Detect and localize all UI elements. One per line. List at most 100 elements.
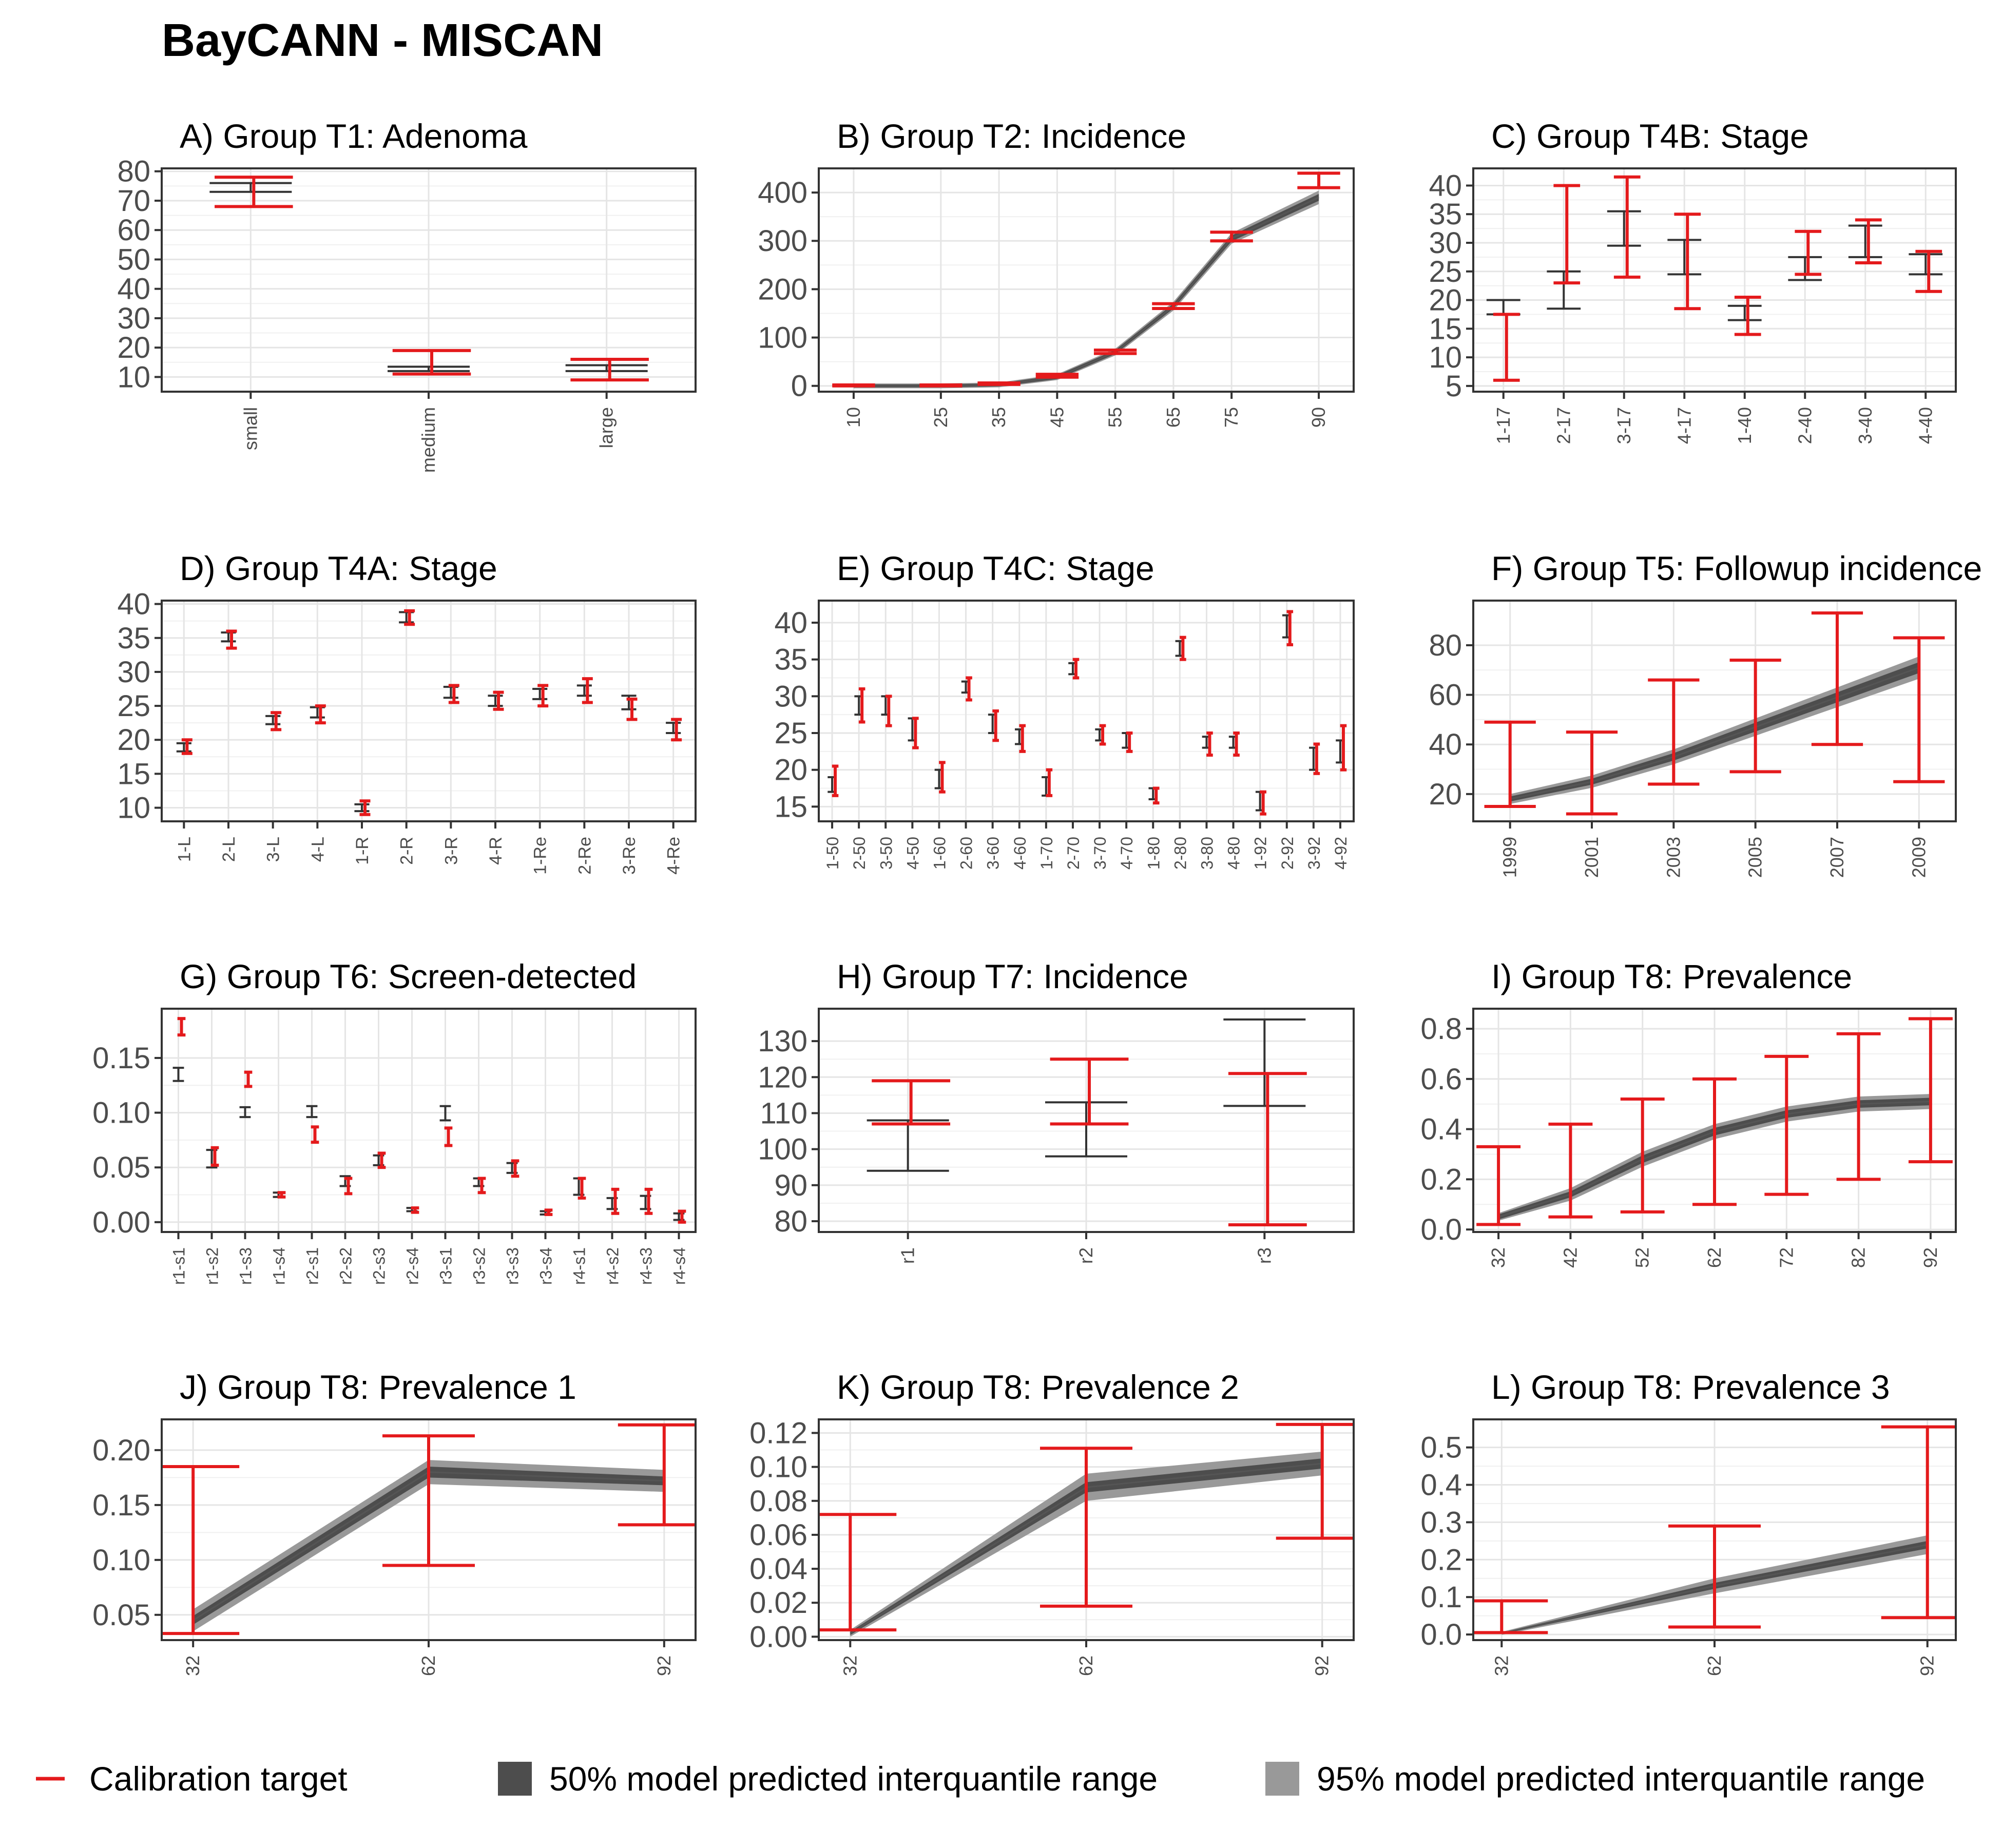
x-tick-label: 2-50 [850,837,869,870]
x-tick-label: 32 [182,1656,203,1676]
x-tick-label: 1-60 [930,837,949,870]
legend-item-calibration-target: Calibration target [31,1748,348,1810]
x-tick-label: small [240,407,261,450]
plot-area [819,1422,1354,1637]
x-tick-label: 90 [1308,407,1329,428]
x-tick-label: r4-s1 [570,1247,589,1285]
y-tick-label: 10 [117,360,150,394]
chart-title: I) Group T8: Prevalence [1491,957,1852,995]
x-tick-label: 2001 [1581,837,1602,878]
x-tick-label: r1-s3 [237,1247,255,1285]
x-tick-label: r1-s1 [170,1247,188,1285]
x-tick-label: 75 [1221,407,1242,428]
x-tick-label: 4-17 [1673,407,1695,444]
y-tick-label: 0.10 [749,1451,807,1484]
y-tick-label: 35 [117,622,150,655]
y-tick-label: 5 [1446,370,1462,403]
y-tick-label: 70 [117,184,150,218]
y-tick-label: 0.2 [1420,1543,1462,1576]
x-tick-label: 2-60 [957,837,976,870]
y-tick-label: 110 [760,1096,807,1130]
y-tick-label: 15 [1429,312,1462,345]
y-tick-label: 40 [1429,169,1462,202]
x-tick-label: r2-s1 [303,1247,322,1285]
light-grey-square-icon [1265,1762,1299,1796]
x-tick-label: r4-s4 [670,1247,689,1285]
x-tick-label: 2009 [1908,837,1929,878]
x-tick-label: 2-80 [1171,837,1189,870]
figure-title: BayCANN - MISCAN [162,15,604,66]
x-tick-label: 4-50 [903,837,922,870]
chart-panel: 0.05 0.10 0.15 0.20 32 62 92 J) Group T8: Preva… [92,1368,697,1676]
x-tick-label: 82 [1848,1247,1869,1268]
chart-title: D) Group T4A: Stage [180,549,497,587]
y-tick-label: 20 [117,723,150,757]
x-tick-label: 32 [839,1656,860,1676]
x-tick-label: 4-80 [1225,837,1243,870]
x-tick-label: 45 [1046,407,1067,428]
x-tick-label: 2-70 [1064,837,1083,870]
x-tick-label: 4-60 [1011,837,1029,870]
y-tick-label: 100 [758,1133,807,1166]
x-tick-label: 55 [1105,407,1126,428]
y-tick-label: 0.2 [1420,1163,1462,1196]
y-tick-label: 0.0 [1420,1618,1462,1651]
x-tick-label: 4-Re [664,837,684,875]
y-tick-label: 20 [117,331,150,364]
y-tick-label: 0.00 [92,1206,150,1239]
plot-area [1476,1017,1953,1226]
x-tick-label: 4-92 [1332,837,1350,870]
y-tick-label: 10 [1429,341,1462,374]
panel-background [162,601,696,821]
x-tick-label: 1-50 [823,837,842,870]
y-tick-label: 120 [758,1061,807,1094]
x-tick-label: 72 [1776,1247,1797,1268]
band-50 [193,1466,664,1625]
x-tick-label: 92 [653,1656,675,1676]
y-tick-label: 0 [791,370,807,403]
chart-panel: 0.00 0.05 0.10 0.15 r1-s1 r1-s2 r1-s3 r1-s4 r2-s… [92,957,697,1285]
y-tick-label: 0.05 [92,1599,150,1632]
x-tick-label: 3-Re [620,837,639,875]
y-tick-label: 35 [774,643,807,677]
x-tick-label: 32 [1491,1656,1512,1676]
chart-title: B) Group T2: Incidence [837,117,1186,155]
y-tick-label: 50 [117,243,150,276]
y-tick-label: 0.8 [1420,1012,1462,1046]
y-tick-label: 300 [758,224,807,258]
chart-panel: 0.0 0.2 0.4 0.6 0.8 32 42 52 62 72 82 92 I) Group T8… [1420,957,1957,1268]
x-tick-label: 4-R [486,837,506,865]
y-tick-label: 0.15 [92,1489,150,1522]
y-tick-label: 0.15 [92,1042,150,1075]
x-tick-label: 4-40 [1915,407,1936,444]
y-tick-label: 30 [1429,226,1462,260]
y-tick-label: 40 [117,273,150,306]
x-tick-label: 92 [1920,1247,1941,1268]
x-tick-label: 3-L [264,837,283,862]
x-tick-label: 2-92 [1278,837,1297,870]
y-tick-label: 25 [1429,255,1462,288]
x-tick-label: r2-s2 [337,1247,355,1285]
y-tick-label: 0.12 [749,1416,807,1450]
plot-area [172,1017,686,1224]
y-tick-label: 0.10 [92,1544,150,1577]
x-tick-label: r3-s2 [470,1247,489,1285]
plot-area [1484,611,1945,816]
y-tick-label: 15 [117,757,150,791]
panel-background [819,601,1354,821]
x-tick-label: r1-s4 [270,1247,288,1285]
y-tick-label: 10 [117,792,150,825]
y-tick-label: 30 [774,680,807,713]
chart-title: G) Group T6: Screen-detected [180,957,637,995]
x-tick-label: r2 [1075,1247,1096,1264]
x-tick-label: r1 [897,1247,918,1264]
x-tick-label: r1-s2 [203,1247,222,1285]
x-tick-label: 1-80 [1144,837,1163,870]
x-tick-label: 1-17 [1493,407,1514,444]
y-tick-label: 0.00 [749,1620,807,1653]
y-tick-label: 0.5 [1420,1431,1462,1465]
x-tick-label: 3-40 [1855,407,1876,444]
x-tick-label: r4-s3 [637,1247,656,1285]
